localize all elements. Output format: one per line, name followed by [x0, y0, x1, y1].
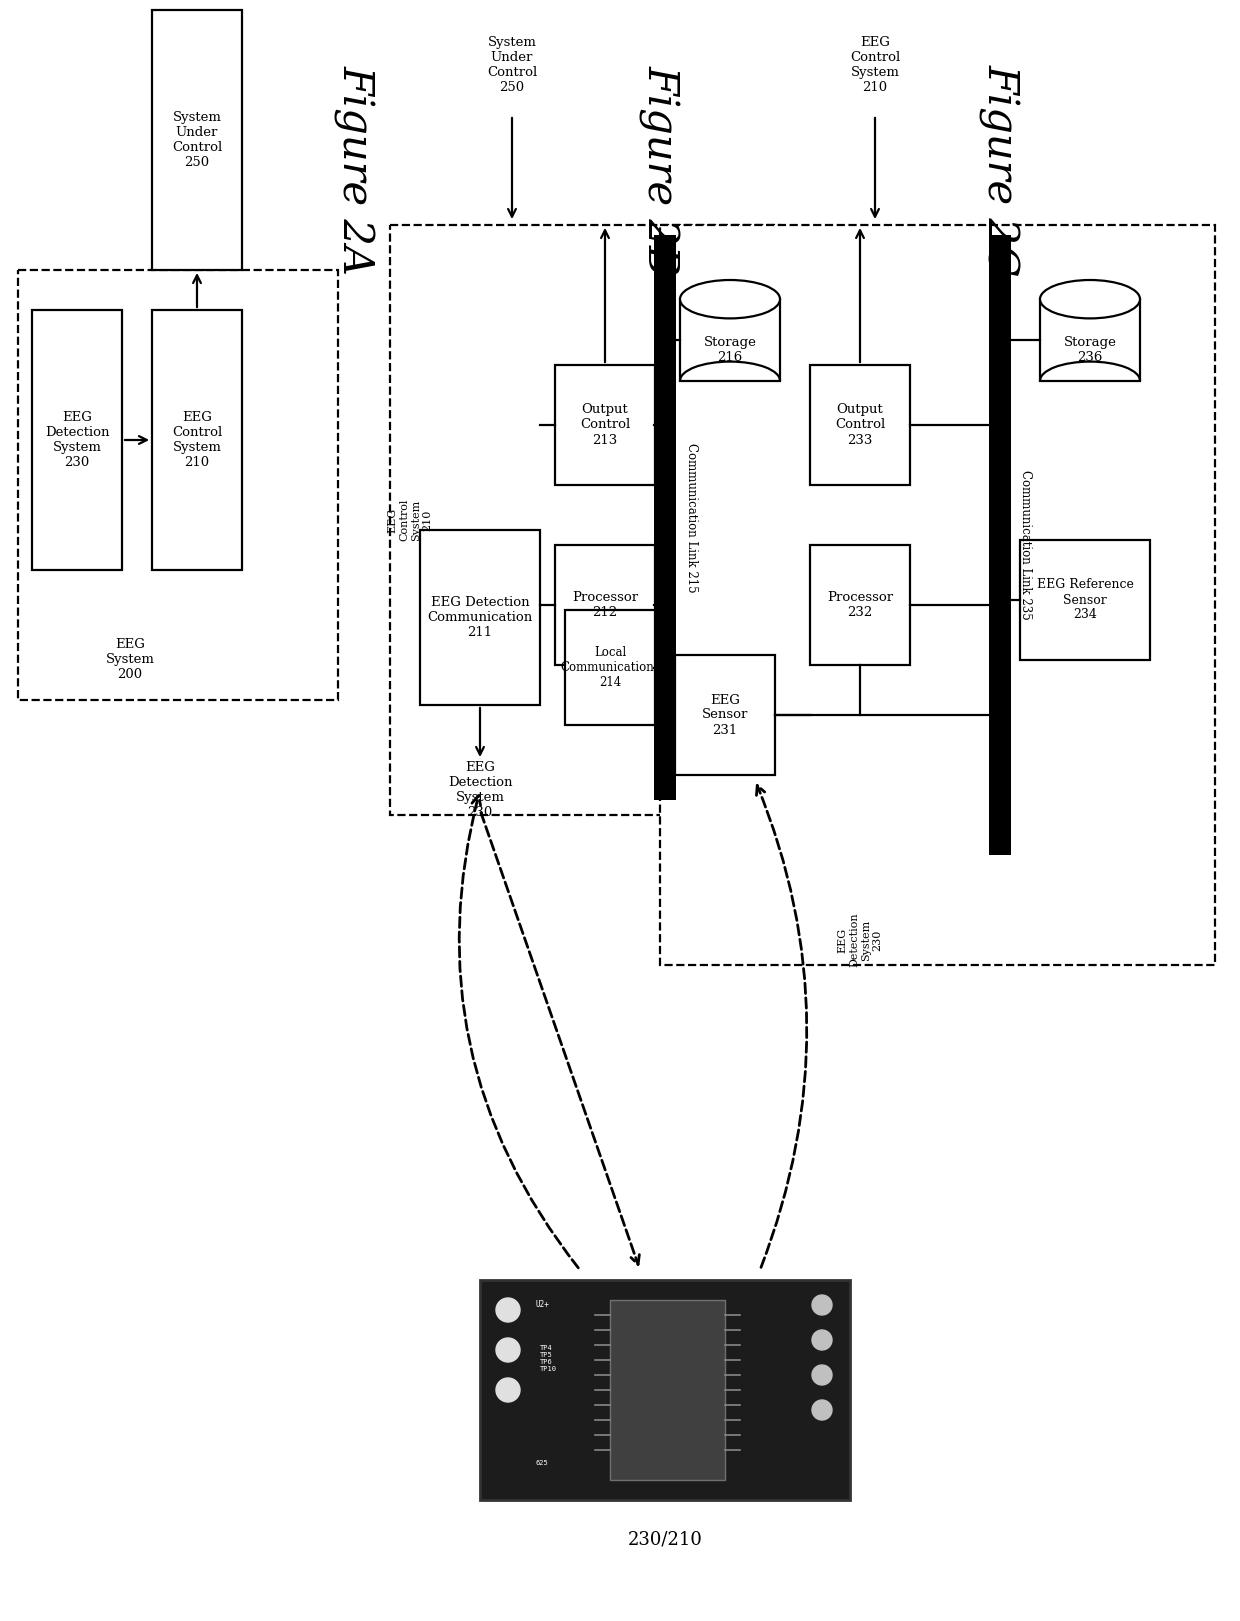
Text: EEG
Sensor
231: EEG Sensor 231 [702, 694, 748, 736]
Bar [32, 310, 122, 571]
Ellipse shape [680, 280, 780, 318]
Circle shape [496, 1337, 520, 1362]
Bar [680, 300, 780, 381]
Text: System
Under
Control
250: System Under Control 250 [172, 110, 222, 169]
Text: EEG
Detection
System
230: EEG Detection System 230 [45, 412, 109, 468]
Bar [480, 1281, 849, 1499]
Text: EEG
Detection
System
230: EEG Detection System 230 [448, 760, 512, 819]
Text: EEG
Control
System
210: EEG Control System 210 [388, 499, 433, 541]
Bar [565, 609, 655, 725]
Text: TP4
TP5
TP6
TP10: TP4 TP5 TP6 TP10 [539, 1345, 557, 1371]
Circle shape [812, 1401, 832, 1420]
Bar [653, 235, 676, 801]
Text: Output
Control
233: Output Control 233 [835, 404, 885, 446]
Text: Processor
212: Processor 212 [572, 592, 639, 619]
Text: Figure 2A: Figure 2A [334, 65, 376, 276]
Bar [610, 1300, 725, 1480]
Bar [391, 225, 780, 815]
Bar [420, 530, 539, 705]
Text: Output
Control
213: Output Control 213 [580, 404, 630, 446]
Text: EEG
Control
System
210: EEG Control System 210 [172, 412, 222, 468]
Bar [660, 225, 1215, 964]
Bar [153, 10, 242, 271]
Bar [19, 271, 339, 700]
Text: Processor
232: Processor 232 [827, 592, 893, 619]
Text: EEG
Detection
System
230: EEG Detection System 230 [837, 913, 883, 968]
Text: 625: 625 [534, 1461, 548, 1465]
Bar [556, 545, 655, 665]
Text: Communication Link 215: Communication Link 215 [684, 443, 697, 592]
Bar [810, 545, 910, 665]
Text: Communication Link 235: Communication Link 235 [1019, 470, 1033, 619]
Ellipse shape [1040, 280, 1140, 318]
Text: U2+: U2+ [534, 1300, 549, 1310]
Bar [153, 310, 242, 571]
Text: System
Under
Control
250: System Under Control 250 [487, 36, 537, 94]
Bar [1040, 300, 1140, 381]
Text: Storage
216: Storage 216 [703, 336, 756, 365]
Text: Local
Communications
214: Local Communications 214 [560, 647, 660, 689]
Circle shape [812, 1329, 832, 1350]
Text: EEG Reference
Sensor
234: EEG Reference Sensor 234 [1037, 579, 1133, 621]
Bar [810, 365, 910, 485]
Text: EEG Detection
Communication
211: EEG Detection Communication 211 [428, 597, 533, 639]
Text: Storage
236: Storage 236 [1064, 336, 1116, 365]
Bar [556, 365, 655, 485]
Text: EEG
Control
System
210: EEG Control System 210 [849, 36, 900, 94]
Text: EEG
System
200: EEG System 200 [105, 639, 155, 681]
Text: Figure 2C: Figure 2C [980, 65, 1021, 276]
Text: Figure 2B: Figure 2B [639, 65, 681, 276]
Circle shape [496, 1298, 520, 1323]
Bar [990, 235, 1011, 854]
Circle shape [812, 1295, 832, 1315]
Circle shape [496, 1378, 520, 1402]
Text: 230/210: 230/210 [627, 1530, 702, 1550]
Bar [675, 655, 775, 775]
Bar [1021, 540, 1149, 660]
Circle shape [812, 1365, 832, 1384]
